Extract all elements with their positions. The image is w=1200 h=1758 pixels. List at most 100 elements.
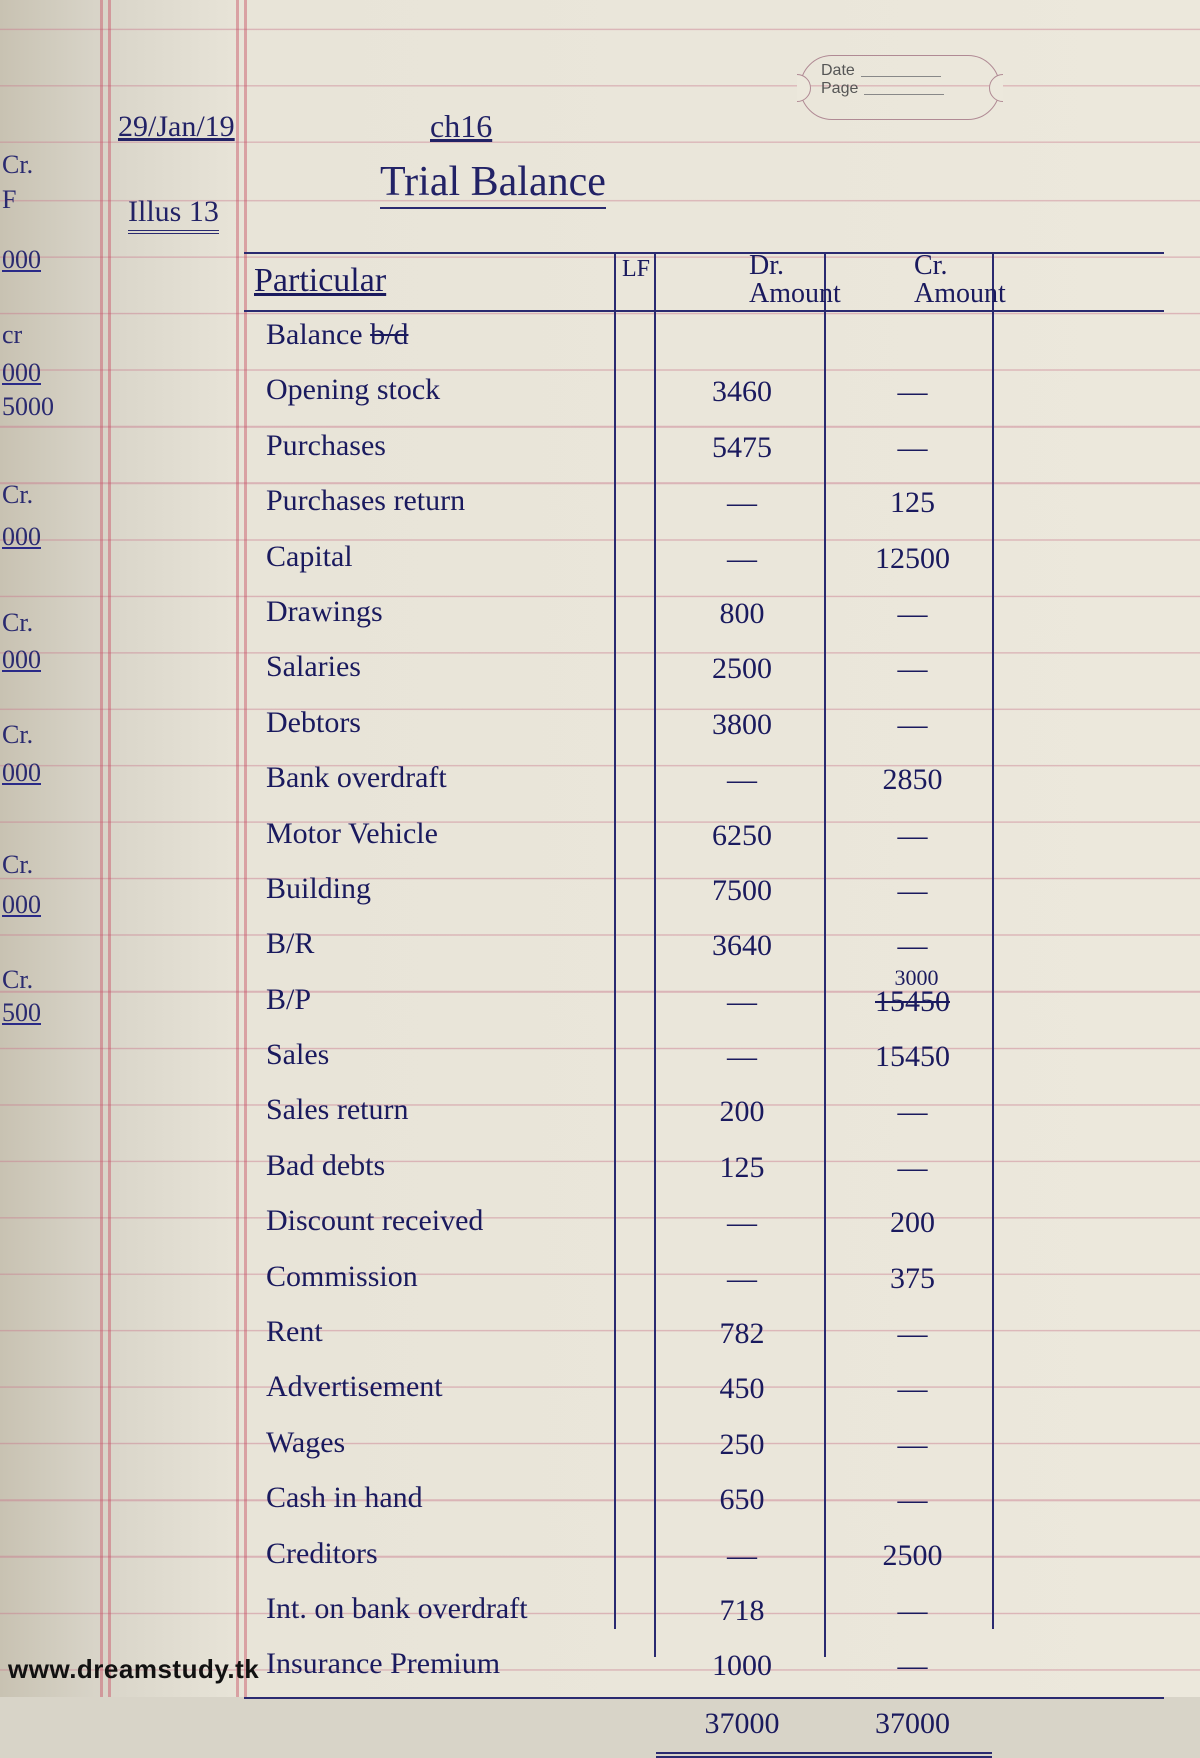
table-row: Sales — 15450 bbox=[244, 1032, 1164, 1087]
left-fragment: cr bbox=[2, 320, 92, 350]
table-row: B/R3640— bbox=[244, 921, 1164, 976]
left-fragment: 000 bbox=[2, 522, 92, 552]
cell-cr: 15450 bbox=[840, 1040, 985, 1074]
cell-dr: 450 bbox=[672, 1372, 812, 1406]
illustration-label: Illus 13 bbox=[128, 195, 219, 229]
cell-dr: — bbox=[672, 1206, 812, 1240]
cell-cr: 2850 bbox=[840, 763, 985, 797]
page-title: Trial Balance bbox=[380, 158, 606, 206]
cell-particular: Salaries bbox=[266, 650, 361, 684]
margin-line bbox=[108, 0, 111, 1697]
date-page-box: Date Page bbox=[800, 55, 1000, 120]
cell-dr: — bbox=[672, 1262, 812, 1296]
left-fragment: F bbox=[2, 185, 92, 215]
double-rule bbox=[656, 1752, 992, 1758]
cell-cr: — bbox=[840, 375, 985, 409]
left-fragment: 000 bbox=[2, 358, 92, 388]
cell-particular: Rent bbox=[266, 1315, 323, 1349]
trial-balance-table: Particular LF Dr.Amount Cr.Amount Balanc… bbox=[244, 252, 1164, 1752]
table-row: Discount received — 200 bbox=[244, 1198, 1164, 1253]
table-row: Rent782— bbox=[244, 1309, 1164, 1364]
table-row: B/P—300015450 bbox=[244, 977, 1164, 1032]
total-cr: 37000 bbox=[840, 1707, 985, 1741]
table-row: Purchases5475— bbox=[244, 423, 1164, 478]
cell-cr: — bbox=[840, 1151, 985, 1185]
cell-particular: Creditors bbox=[266, 1537, 378, 1571]
cell-dr: 1000 bbox=[672, 1649, 812, 1683]
left-fragment: Cr. bbox=[2, 608, 92, 638]
page-date: 29/Jan/19 bbox=[118, 110, 235, 144]
left-fragment: 000 bbox=[2, 758, 92, 788]
cell-particular: Balance b/d bbox=[266, 318, 408, 352]
cell-particular: Building bbox=[266, 872, 371, 906]
watermark: www.dreamstudy.tk bbox=[8, 1654, 259, 1685]
cell-cr: 12500 bbox=[840, 542, 985, 576]
col-dr: Dr.Amount bbox=[684, 252, 814, 280]
table-row: Advertisement450— bbox=[244, 1364, 1164, 1419]
cell-dr: — bbox=[672, 1040, 812, 1074]
cell-dr: 125 bbox=[672, 1151, 812, 1185]
total-dr: 37000 bbox=[672, 1707, 812, 1741]
left-fragment: 000 bbox=[2, 645, 92, 675]
cell-cr: — bbox=[840, 1649, 985, 1683]
cell-cr: 375 bbox=[840, 1262, 985, 1296]
cell-particular: Sales bbox=[266, 1038, 329, 1072]
cell-cr: 200 bbox=[840, 1206, 985, 1240]
cell-cr: — bbox=[840, 1095, 985, 1129]
cell-particular: Discount received bbox=[266, 1204, 483, 1238]
table-row: Creditors—2500 bbox=[244, 1531, 1164, 1586]
cell-cr: — bbox=[840, 708, 985, 742]
cell-cr: — bbox=[840, 431, 985, 465]
cell-particular: Debtors bbox=[266, 706, 361, 740]
cell-particular: Bad debts bbox=[266, 1149, 385, 1183]
table-row: Sales return200— bbox=[244, 1087, 1164, 1142]
cell-dr: 5475 bbox=[672, 431, 812, 465]
cell-dr: 6250 bbox=[672, 819, 812, 853]
table-row: Cash in hand650— bbox=[244, 1475, 1164, 1530]
table-row: Bank overdraft—2850 bbox=[244, 755, 1164, 810]
cell-particular: Advertisement bbox=[266, 1370, 443, 1404]
cell-cr: — bbox=[840, 1483, 985, 1517]
table-row: Bad debts 125 — bbox=[244, 1143, 1164, 1198]
cell-particular: Capital bbox=[266, 540, 353, 574]
cell-particular: Wages bbox=[266, 1426, 345, 1460]
cell-particular: Insurance Premium bbox=[266, 1647, 500, 1681]
notebook-page: Date Page Cr. F 000 cr 000 5000 Cr. 000 Cr. 000 Cr… bbox=[0, 0, 1200, 1697]
col-cr: Cr.Amount bbox=[844, 252, 984, 280]
table-row: Drawings800— bbox=[244, 589, 1164, 644]
left-fragment: Cr. bbox=[2, 150, 92, 180]
cell-dr: — bbox=[672, 486, 812, 520]
cell-particular: Motor Vehicle bbox=[266, 817, 438, 851]
left-fragment: Cr. bbox=[2, 965, 92, 995]
left-fragment: 5000 bbox=[2, 392, 92, 422]
col-lf: LF bbox=[622, 256, 650, 283]
cell-dr: — bbox=[672, 1539, 812, 1573]
left-fragment: 500 bbox=[2, 998, 92, 1028]
margin-line bbox=[236, 0, 239, 1697]
cell-particular: Bank overdraft bbox=[266, 761, 447, 795]
cell-particular: Commission bbox=[266, 1260, 418, 1294]
cell-cr: — bbox=[840, 1594, 985, 1628]
cell-cr: — bbox=[840, 1317, 985, 1351]
left-fragment: 000 bbox=[2, 890, 92, 920]
cell-particular: Opening stock bbox=[266, 373, 440, 407]
table-row: Wages250— bbox=[244, 1420, 1164, 1475]
table-row: Capital—12500 bbox=[244, 534, 1164, 589]
cell-cr: — bbox=[840, 597, 985, 631]
cell-particular: Sales return bbox=[266, 1093, 408, 1127]
chapter-label: ch16 bbox=[430, 108, 492, 145]
left-fragment: Cr. bbox=[2, 720, 92, 750]
table-row: Purchases return—125 bbox=[244, 478, 1164, 533]
table-row: Balance b/d bbox=[244, 312, 1164, 367]
cell-cr: — bbox=[840, 874, 985, 908]
left-fragment: Cr. bbox=[2, 850, 92, 880]
table-body: Balance b/dOpening stock3460—Purchases54… bbox=[244, 312, 1164, 1752]
cell-particular: Drawings bbox=[266, 595, 383, 629]
table-row: Motor Vehicle6250— bbox=[244, 811, 1164, 866]
cell-dr: 2500 bbox=[672, 652, 812, 686]
cell-dr: 250 bbox=[672, 1428, 812, 1462]
cell-dr: 718 bbox=[672, 1594, 812, 1628]
col-particular: Particular bbox=[254, 262, 386, 300]
cell-cr: — bbox=[840, 929, 985, 963]
cell-particular: B/R bbox=[266, 927, 314, 961]
